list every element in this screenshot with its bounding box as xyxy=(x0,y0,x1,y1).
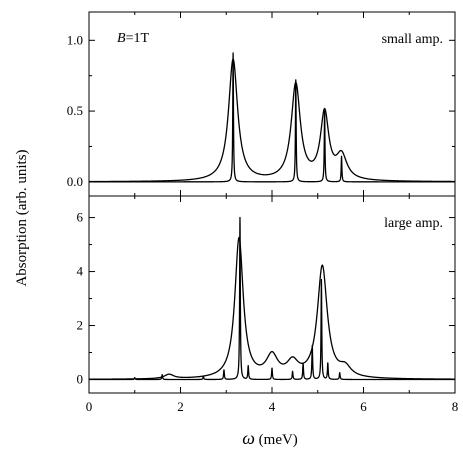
field-value: =1T xyxy=(126,31,150,46)
x-tick-label: 6 xyxy=(360,399,367,414)
panel-top-field-label: B=1T xyxy=(117,31,149,46)
panel-bottom-series-broad xyxy=(88,236,456,380)
panel-bottom: 0 2 4 6 large amp. 0 2 4 6 8 xyxy=(77,195,459,414)
x-axis-label: ω (meV) xyxy=(242,428,298,448)
y-tick-label: 0 xyxy=(77,372,84,387)
y-axis-label: Absorption (arb. units) xyxy=(14,149,30,286)
panel-bottom-series-narrow xyxy=(88,216,456,381)
x-tick-label: 8 xyxy=(452,399,459,414)
x-tick-label: 4 xyxy=(269,399,276,414)
y-tick-label: 0.5 xyxy=(67,103,83,118)
x-axis-label-symbol: ω xyxy=(242,428,255,448)
panel-top: 0.0 0.5 1.0 small amp. B=1T xyxy=(67,11,456,197)
y-tick-label: 1.0 xyxy=(67,32,83,47)
x-axis-label-unit: (meV) xyxy=(255,432,298,448)
chart-panels: 0.0 0.5 1.0 small amp. B=1T 0 2 4 6 large amp. 0 2 4… xyxy=(67,11,459,414)
y-tick-label: 0.0 xyxy=(67,174,83,189)
y-tick-label: 4 xyxy=(77,264,84,279)
panel-top-series-broad xyxy=(88,58,456,183)
y-tick-label: 6 xyxy=(77,210,84,225)
x-tick-label: 2 xyxy=(177,399,184,414)
x-tick-label: 0 xyxy=(86,399,93,414)
field-symbol: B xyxy=(117,31,126,46)
panel-top-annotation: small amp. xyxy=(382,32,443,47)
y-tick-label: 2 xyxy=(77,318,84,333)
panel-top-series-narrow xyxy=(88,52,456,183)
panel-bottom-annotation: large amp. xyxy=(384,216,443,231)
